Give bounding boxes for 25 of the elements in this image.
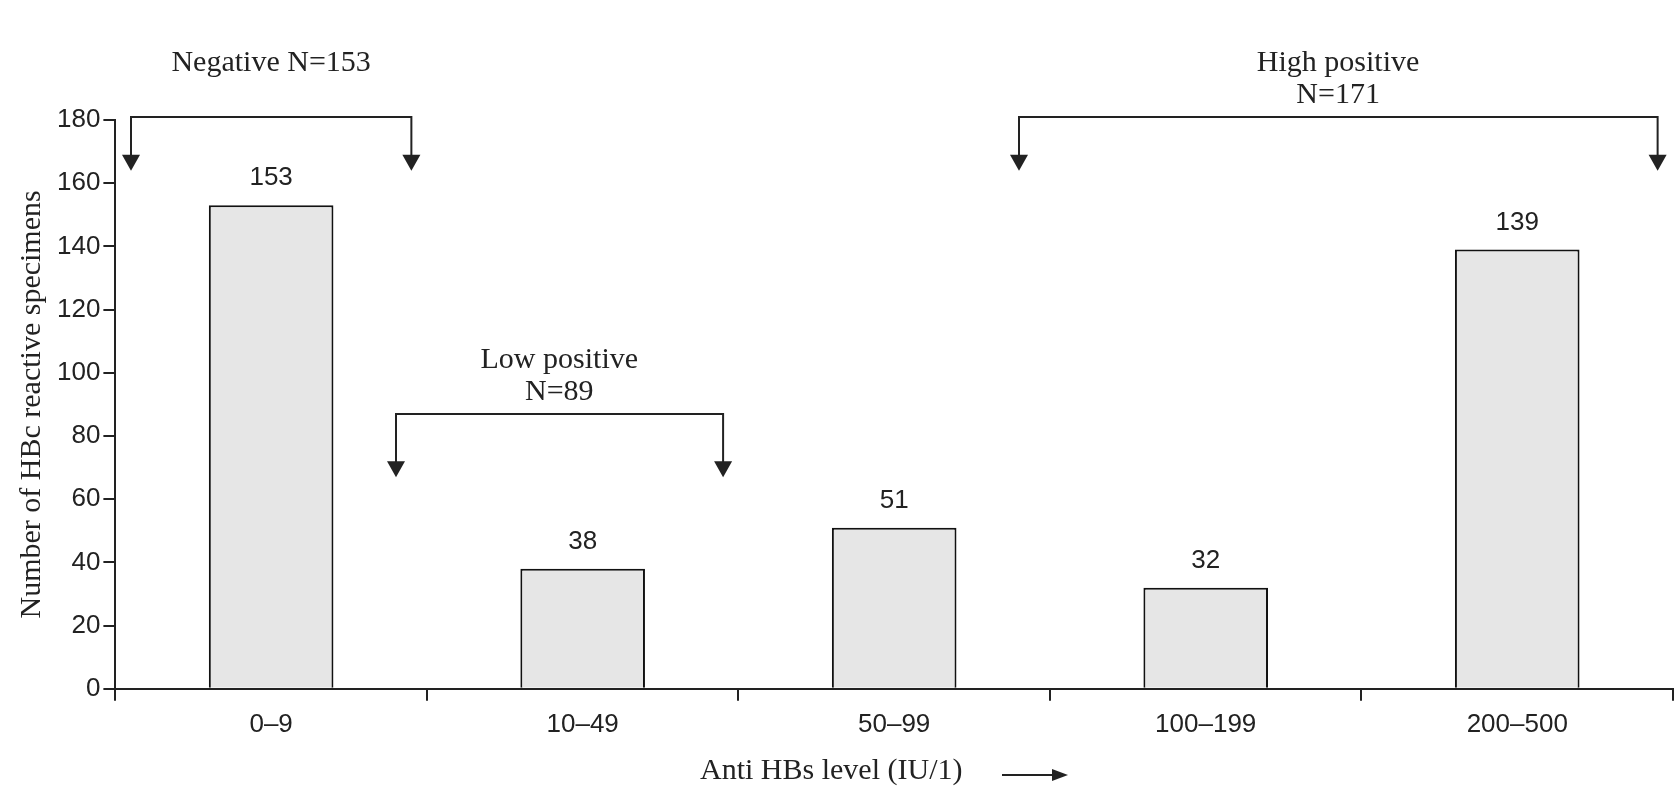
x-tick-label: 50–99	[858, 707, 931, 738]
text: High positive N=171	[1255, 43, 1421, 109]
data-label: 139	[1495, 205, 1539, 236]
y-tick-label: 60	[71, 482, 101, 513]
y-tick-label: 80	[71, 419, 101, 450]
text: Negative N=153	[170, 43, 372, 77]
y-tick-label: 120	[56, 292, 101, 323]
y-tick-label: 100	[56, 355, 101, 386]
data-label: 32	[1191, 543, 1221, 574]
x-tick-label: 10–49	[546, 707, 619, 738]
y-tick-label: 160	[56, 166, 101, 197]
y-axis-title: Number of HBc reactive specimens	[12, 190, 46, 619]
y-tick-label: 180	[56, 103, 101, 134]
x-axis-title: Anti HBs level (IU/1)	[700, 752, 963, 786]
x-tick-label: 200–500	[1466, 707, 1568, 738]
annotation: Low positive N=89	[479, 340, 640, 406]
data-label: 153	[249, 161, 293, 192]
x-tick-label: 0–9	[249, 707, 293, 738]
y-tick-label: 20	[71, 608, 101, 639]
y-tick-label: 140	[56, 229, 101, 260]
x-tick-label: 100–199	[1155, 707, 1257, 738]
y-tick-label: 0	[85, 671, 101, 702]
y-tick-label: 40	[71, 545, 101, 576]
data-label: 38	[568, 524, 598, 555]
data-label: 51	[879, 483, 909, 514]
